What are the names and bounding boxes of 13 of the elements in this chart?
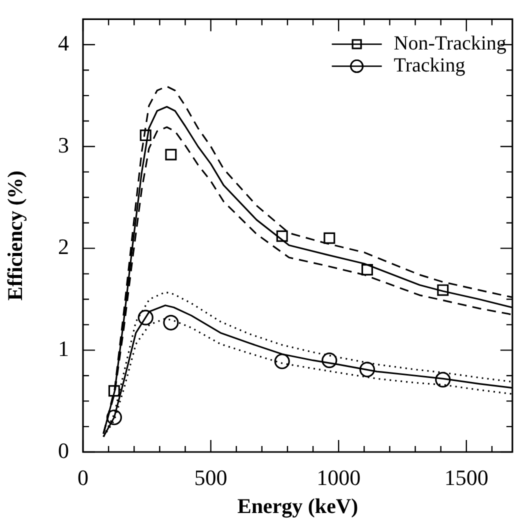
y-tick-label: 0 <box>58 438 69 463</box>
y-tick-label: 4 <box>58 30 69 56</box>
x-tick-label: 1500 <box>444 464 488 490</box>
legend-label: Tracking <box>394 54 466 76</box>
x-axis-title: Energy (keV) <box>237 494 358 518</box>
legend-label: Non-Tracking <box>394 32 506 54</box>
y-tick-label: 2 <box>58 234 69 260</box>
x-tick-label: 1000 <box>316 464 361 490</box>
x-tick-label: 0 <box>78 464 88 490</box>
y-axis-title: Efficiency (%) <box>3 170 28 301</box>
x-tick-label: 500 <box>194 464 228 490</box>
y-tick-label: 3 <box>58 132 69 158</box>
y-tick-label: 1 <box>58 336 69 361</box>
